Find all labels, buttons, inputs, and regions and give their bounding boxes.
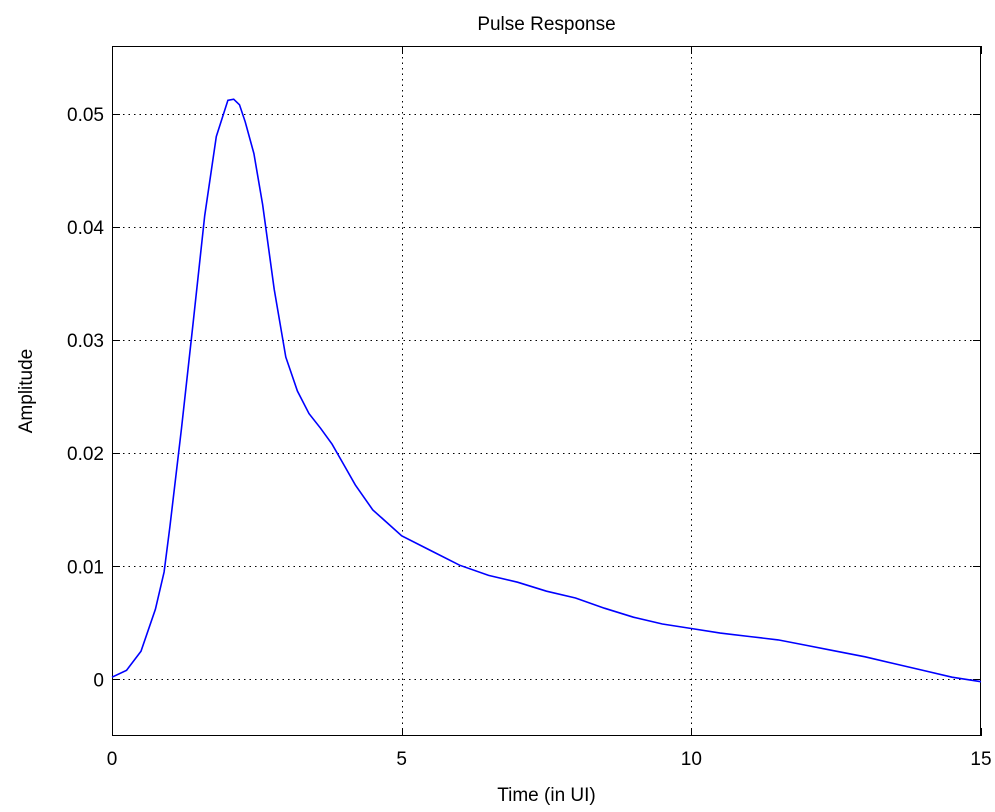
- y-tick-label: 0.05: [67, 105, 104, 126]
- x-tick-labels: 0 5 10 15: [107, 749, 992, 770]
- y-tick-label: 0.02: [67, 444, 104, 465]
- x-axis-title: Time (in UI): [497, 785, 596, 806]
- x-tick-label: 10: [681, 749, 702, 770]
- chart-title: Pulse Response: [477, 14, 615, 35]
- grid-lines: [112, 46, 981, 736]
- y-tick-label: 0.04: [67, 218, 104, 239]
- tick-marks: [112, 46, 982, 736]
- y-tick-label: 0: [93, 670, 104, 691]
- axes-box: [112, 46, 981, 736]
- y-tick-label: 0.01: [67, 557, 104, 578]
- x-tick-label: 5: [396, 749, 407, 770]
- y-tick-label: 0.03: [67, 331, 104, 352]
- x-tick-label: 15: [970, 749, 991, 770]
- series-line: [111, 98, 982, 683]
- y-axis-title: Amplitude: [16, 349, 37, 434]
- plot-area: [112, 46, 981, 736]
- x-tick-label: 0: [107, 749, 118, 770]
- y-tick-labels: 0 0.01 0.02 0.03 0.04 0.05: [67, 105, 104, 692]
